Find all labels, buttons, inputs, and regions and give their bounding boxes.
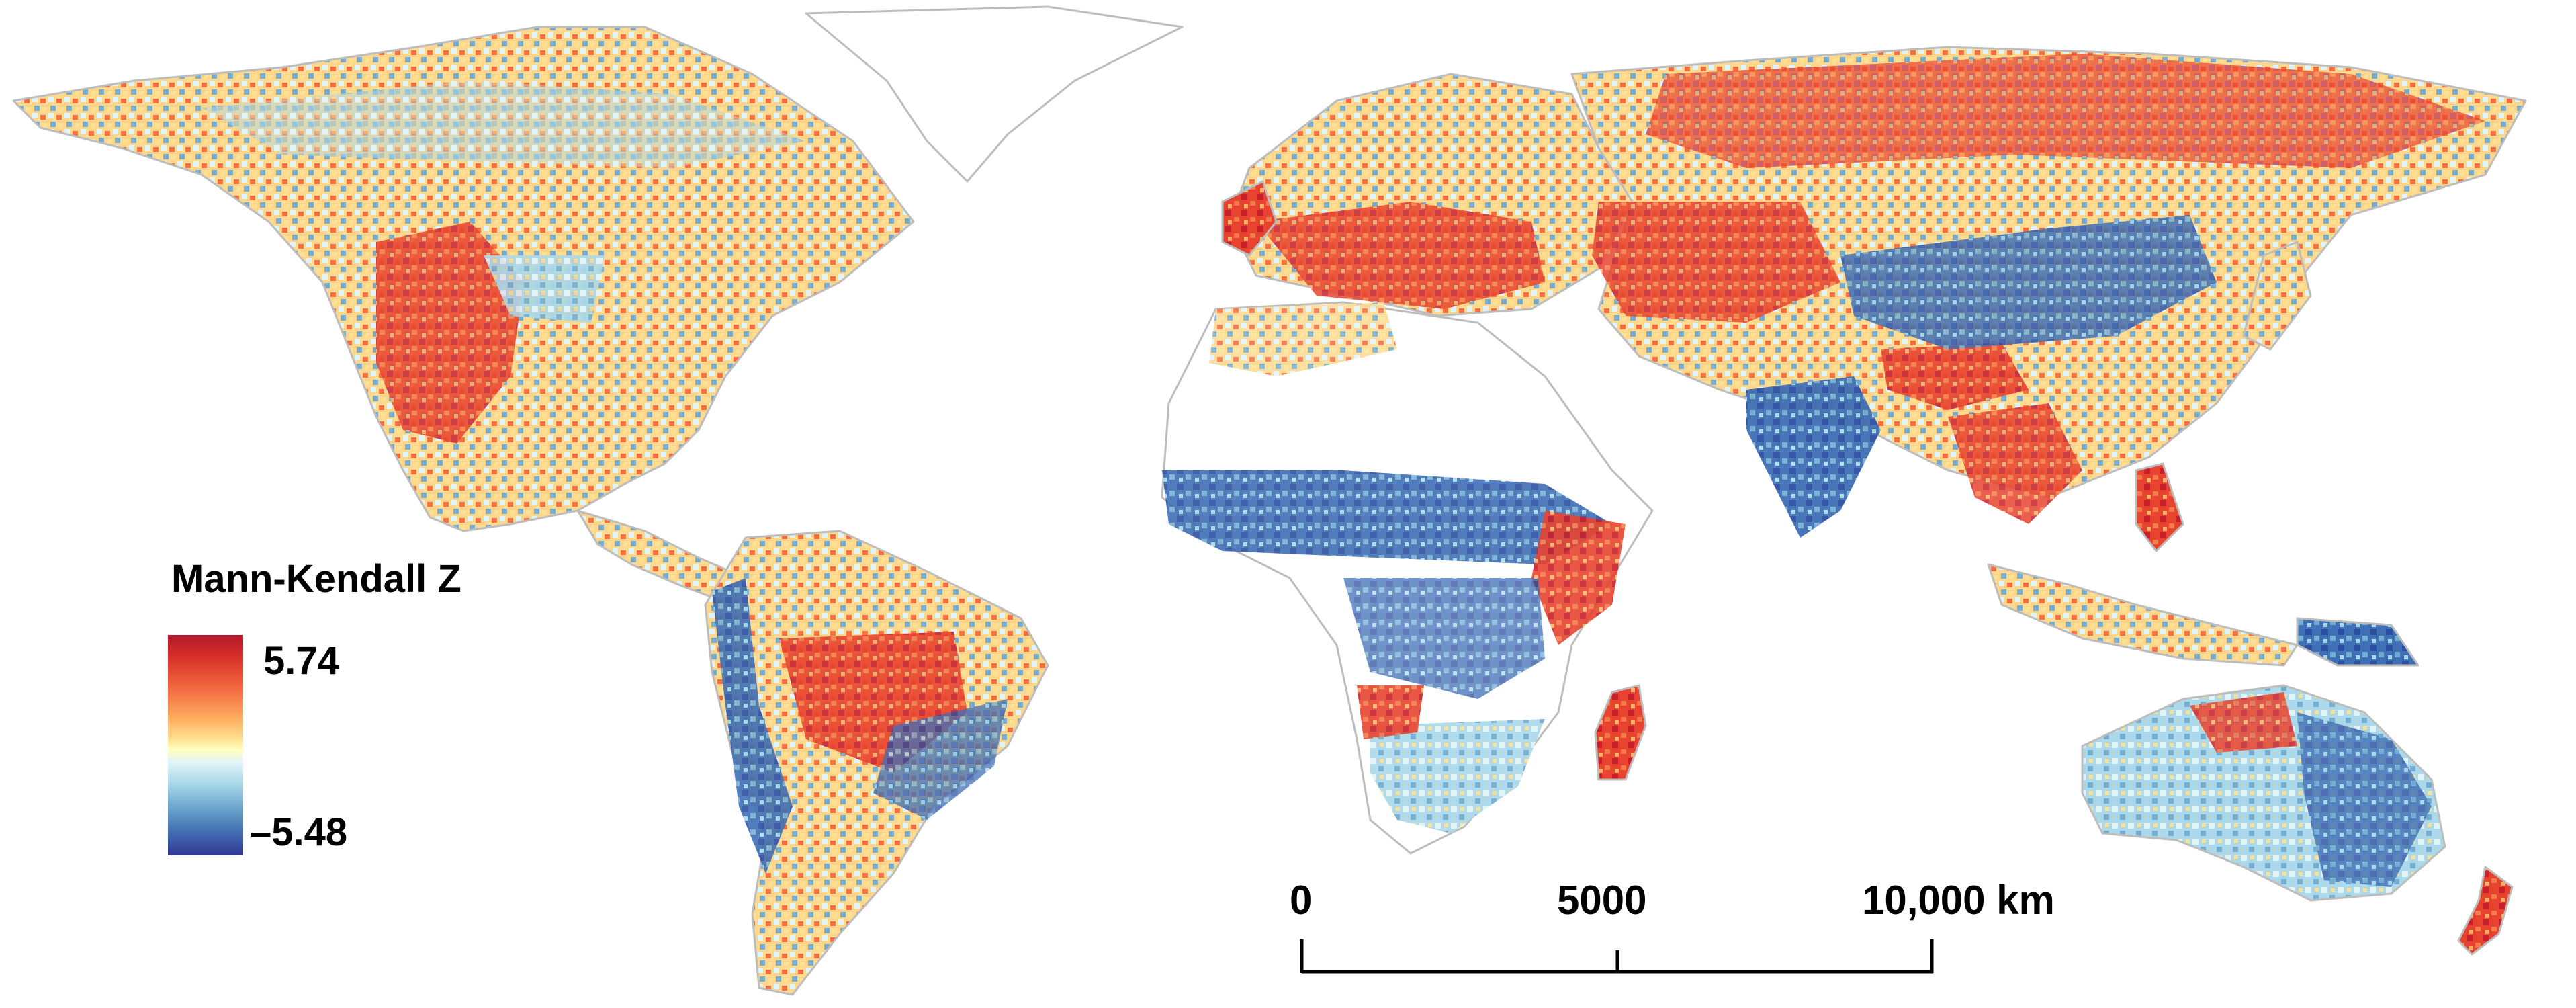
legend-min-label: –5.48 — [250, 810, 348, 854]
andes-blue — [712, 578, 793, 874]
central-asia-red — [1592, 202, 1840, 323]
scale-label-zero: 0 — [1290, 878, 1313, 923]
canada-north — [202, 81, 806, 168]
central-africa-blue — [1343, 578, 1545, 699]
south-brazil-blue — [873, 699, 1008, 820]
japan — [2242, 241, 2312, 351]
legend-max-label: 5.74 — [263, 639, 339, 683]
scale-label-max: 10,000 km — [1862, 878, 2055, 923]
australia-east-blue — [2297, 712, 2432, 887]
north-america-plains-blue — [484, 255, 605, 323]
europe-south-red — [1256, 202, 1545, 309]
madagascar — [1594, 684, 1647, 781]
southern-africa-light — [1370, 719, 1545, 833]
australia-north-red — [2190, 692, 2297, 753]
india-blue — [1746, 376, 1881, 538]
north-america-southwest-red — [376, 222, 524, 444]
north-china-blue — [1840, 215, 2217, 349]
philippines — [2135, 462, 2184, 552]
maghreb-mix — [1209, 302, 1397, 376]
tibet-red — [1881, 343, 2029, 410]
east-africa-red — [1531, 511, 1626, 645]
greenland — [805, 5, 1184, 183]
new-guinea — [2296, 617, 2419, 667]
new-zealand — [2457, 866, 2514, 956]
british-isles — [1221, 180, 1278, 257]
scale-bar — [1300, 939, 1934, 974]
southeast-asia-red — [1948, 403, 2082, 524]
indonesia — [1987, 563, 2299, 667]
siberia-red — [1646, 54, 2485, 168]
scale-label-mid: 5000 — [1557, 878, 1647, 923]
legend-title: Mann-Kendall Z — [171, 557, 461, 601]
angola-red — [1357, 685, 1424, 739]
legend-colorbar — [168, 635, 243, 855]
sahel-blue — [1162, 470, 1612, 564]
